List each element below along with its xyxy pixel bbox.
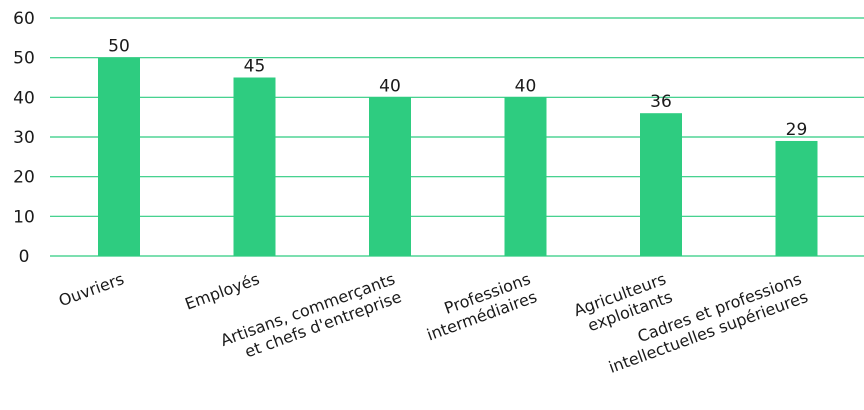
- data-label: 45: [244, 57, 266, 77]
- x-tick-label-line: Employés: [182, 269, 262, 313]
- data-labels: 50 45 40 40 36 29: [108, 37, 807, 140]
- y-tick-label: 60: [13, 9, 35, 29]
- bar: [504, 97, 547, 256]
- bar: [775, 140, 818, 256]
- y-tick-label: 30: [13, 128, 35, 148]
- y-axis-ticks: 0 10 20 30 40 50 60: [13, 9, 35, 267]
- y-tick-label: 10: [13, 207, 35, 227]
- data-label: 29: [786, 120, 808, 140]
- grid-lines: [50, 17, 864, 257]
- bar: [640, 113, 682, 256]
- y-tick-label: 50: [13, 49, 35, 69]
- y-tick-label: 20: [13, 168, 35, 188]
- x-tick-label: Employés: [182, 269, 262, 313]
- y-tick-label: 40: [13, 88, 35, 108]
- x-tick-label: Ouvriers: [56, 269, 126, 310]
- bar: [98, 57, 140, 256]
- data-label: 40: [379, 76, 401, 96]
- data-label: 50: [108, 37, 130, 57]
- bar: [233, 77, 276, 256]
- y-tick-label: 0: [19, 247, 30, 267]
- data-label: 40: [515, 76, 537, 96]
- x-tick-label-line: Ouvriers: [56, 269, 126, 310]
- bar: [369, 97, 411, 256]
- bars: [98, 57, 818, 256]
- data-label: 36: [650, 92, 672, 112]
